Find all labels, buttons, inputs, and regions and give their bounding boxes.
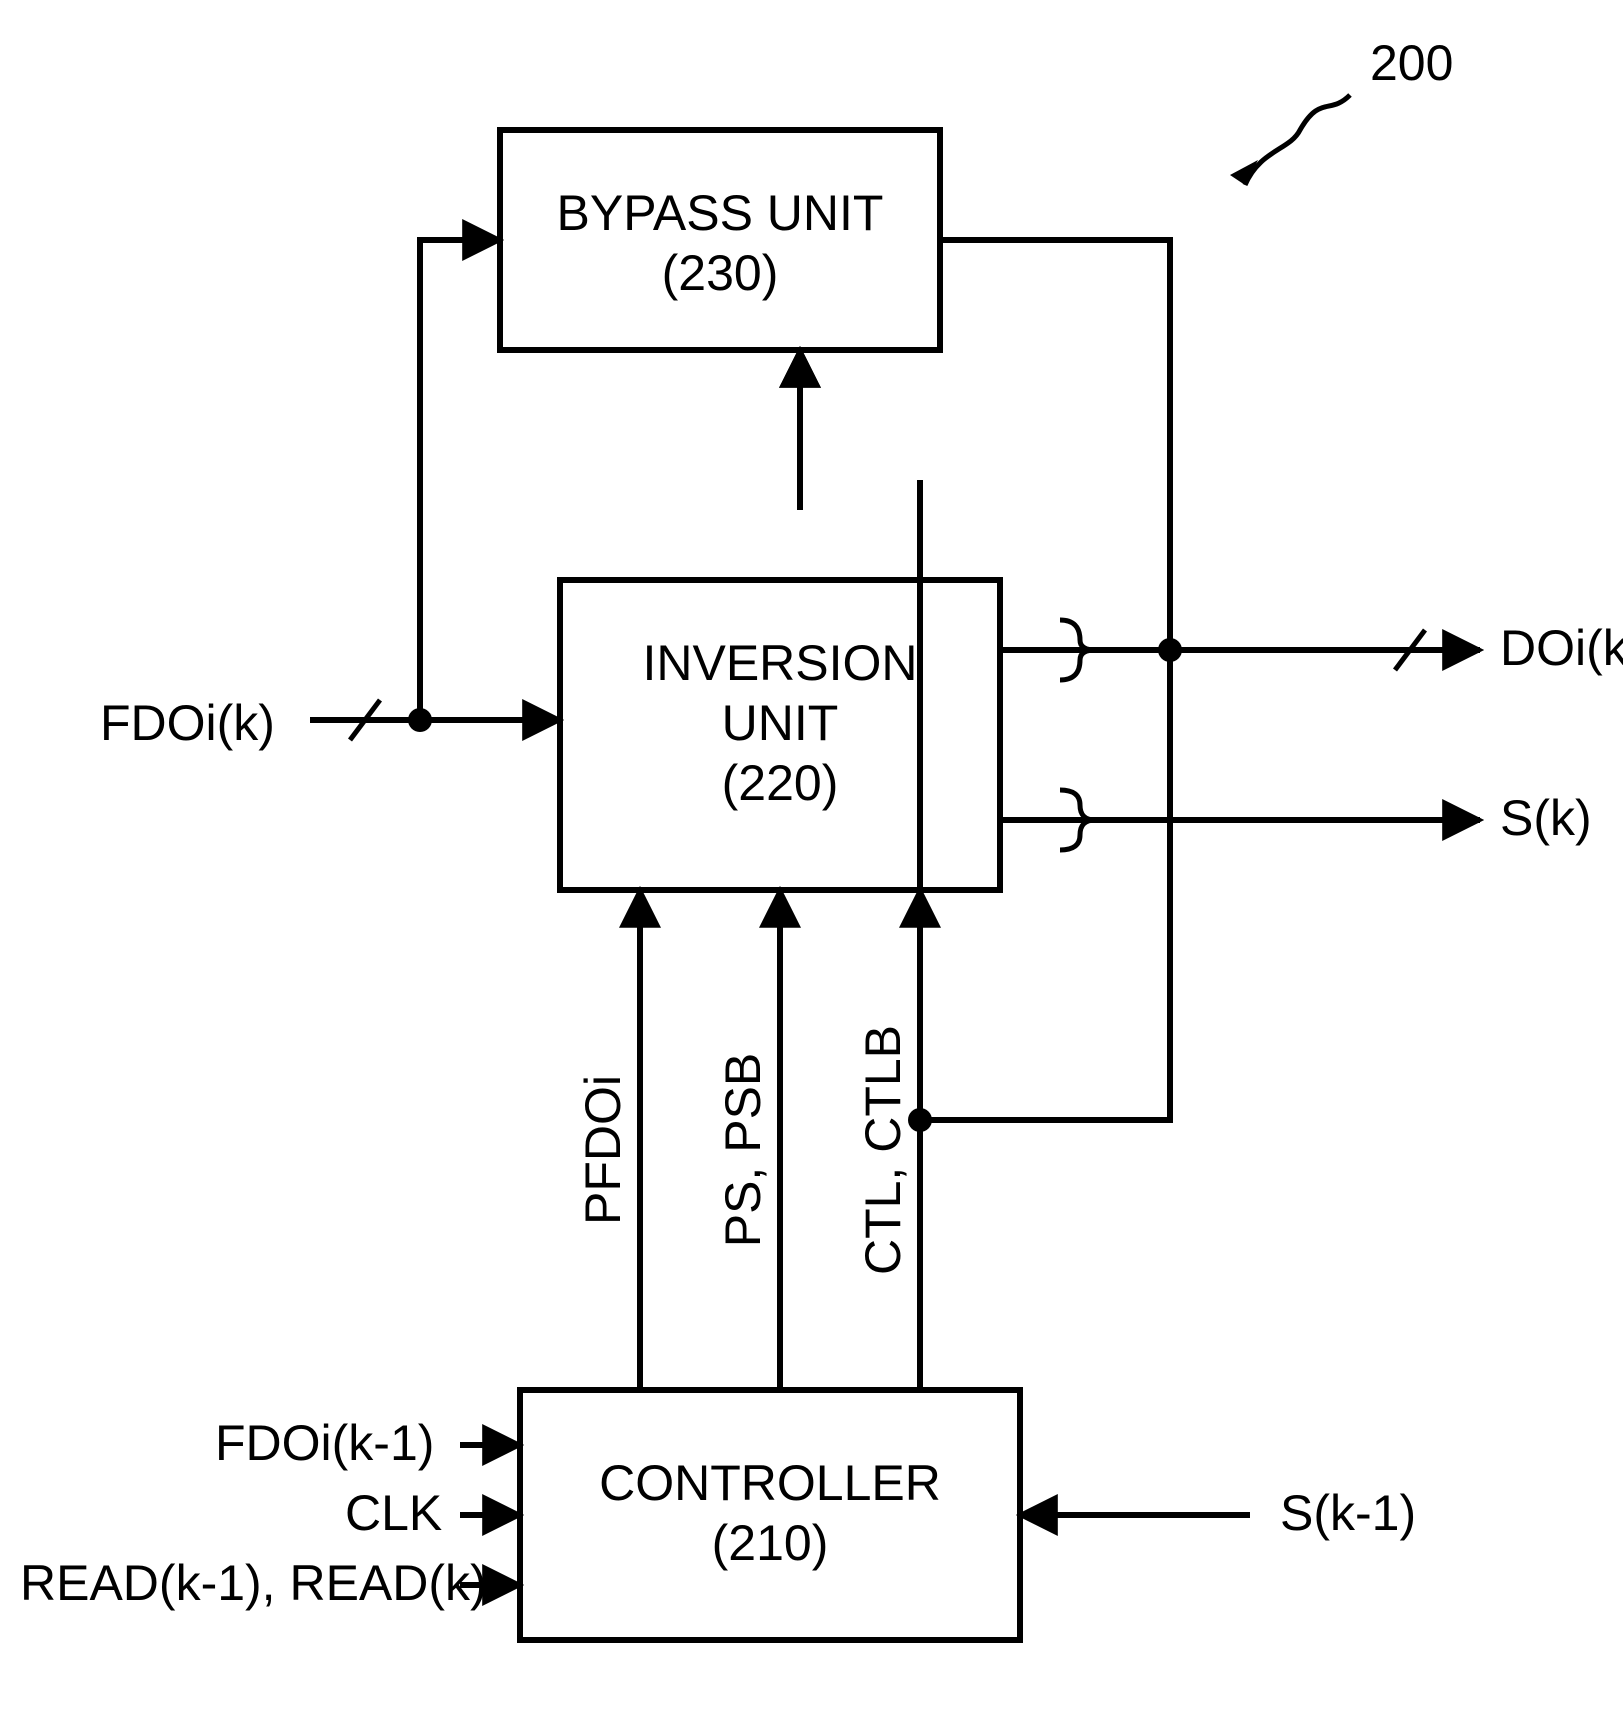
controller-input-sk1: S(k-1) [1020,1485,1416,1541]
bypass-unit-block: BYPASS UNIT (230) [500,130,940,350]
output-s-k-label: S(k) [1500,790,1592,846]
output-doi-k-label: DOi(k) [1500,620,1623,676]
reference-label: 200 [1230,35,1453,185]
output-doi-k: DOi(k) [940,240,1623,680]
bus-ctl-ctlb-label: CTL, CTLB [855,1025,911,1275]
controller-label-2: (210) [712,1515,829,1571]
controller-label-1: CONTROLLER [599,1455,941,1511]
bypass-label-2: (230) [662,245,779,301]
inversion-unit-block: INVERSION UNIT (220) [560,580,1000,890]
block-diagram: 200 BYPASS UNIT (230) INVERSION UNIT (22… [0,0,1623,1710]
input-fdoi-k: FDOi(k) [100,240,560,751]
inversion-label-1: INVERSION [642,635,917,691]
controller-input-read: READ(k-1), READ(k) [20,1555,520,1611]
ctrl-in-2-label: CLK [345,1485,442,1541]
bus-ps-psb-label: PS, PSB [715,1053,771,1248]
controller-input-clk: CLK [345,1485,520,1541]
ctrl-in-3-label: READ(k-1), READ(k) [20,1555,487,1611]
ctrl-in-right-label: S(k-1) [1280,1485,1416,1541]
bus-ps-psb: PS, PSB [715,890,780,1390]
ctrl-in-1-label: FDOi(k-1) [215,1415,434,1471]
input-fdoi-k-label: FDOi(k) [100,695,275,751]
inversion-label-3: (220) [722,755,839,811]
bypass-label-1: BYPASS UNIT [557,185,884,241]
output-s-k: S(k) [1000,790,1592,850]
bus-pfdoi: PFDOi [575,890,640,1390]
bus-pfdoi-label: PFDOi [575,1075,631,1225]
reference-number: 200 [1370,35,1453,91]
controller-block: CONTROLLER (210) [520,1390,1020,1640]
inversion-label-2: UNIT [722,695,839,751]
controller-input-fdoi-k1: FDOi(k-1) [215,1415,520,1471]
